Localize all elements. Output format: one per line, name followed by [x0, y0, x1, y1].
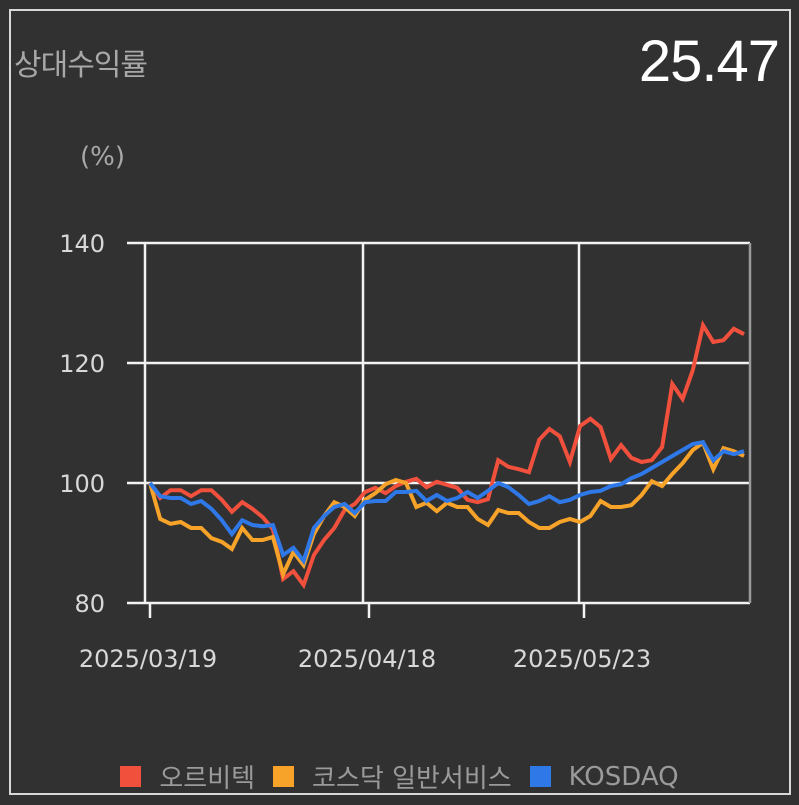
series-lines: [148, 319, 745, 590]
x-tick-label: 2025/04/18: [298, 645, 436, 673]
legend-label: 오르비텍: [159, 764, 256, 794]
legend-item-kosdaq-services[interactable]: 코스닥 일반서비스: [273, 758, 512, 795]
series-line: [148, 439, 745, 566]
legend-swatch-icon: [273, 766, 295, 787]
chart-grid: [143, 241, 752, 605]
y-axis: 80 100 120 140: [59, 230, 145, 618]
legend-swatch-icon: [529, 766, 551, 787]
y-tick-label: 80: [74, 590, 105, 618]
legend-label: 코스닥 일반서비스: [312, 764, 512, 794]
series-line: [148, 319, 745, 590]
chart-legend: 오르비텍 코스닥 일반서비스 KOSDAQ: [0, 758, 799, 795]
y-axis-unit-label: (%): [80, 142, 125, 172]
chart-title: 상대수익률: [14, 48, 148, 83]
x-tick-label: 2025/05/23: [513, 645, 651, 673]
legend-item-kosdaq[interactable]: KOSDAQ: [529, 761, 679, 792]
legend-item-orbitech[interactable]: 오르비텍: [120, 758, 255, 795]
x-tick-label: 2025/03/19: [79, 645, 217, 673]
return-value: 25.47: [638, 29, 780, 94]
legend-swatch-icon: [120, 766, 142, 787]
y-tick-label: 140: [59, 230, 105, 258]
x-axis: 2025/03/19 2025/04/18 2025/05/23: [79, 603, 651, 673]
y-tick-label: 120: [59, 350, 105, 378]
legend-label: KOSDAQ: [568, 761, 679, 792]
series-line: [148, 439, 745, 580]
chart-frame: [9, 9, 791, 795]
y-tick-label: 100: [59, 470, 105, 498]
